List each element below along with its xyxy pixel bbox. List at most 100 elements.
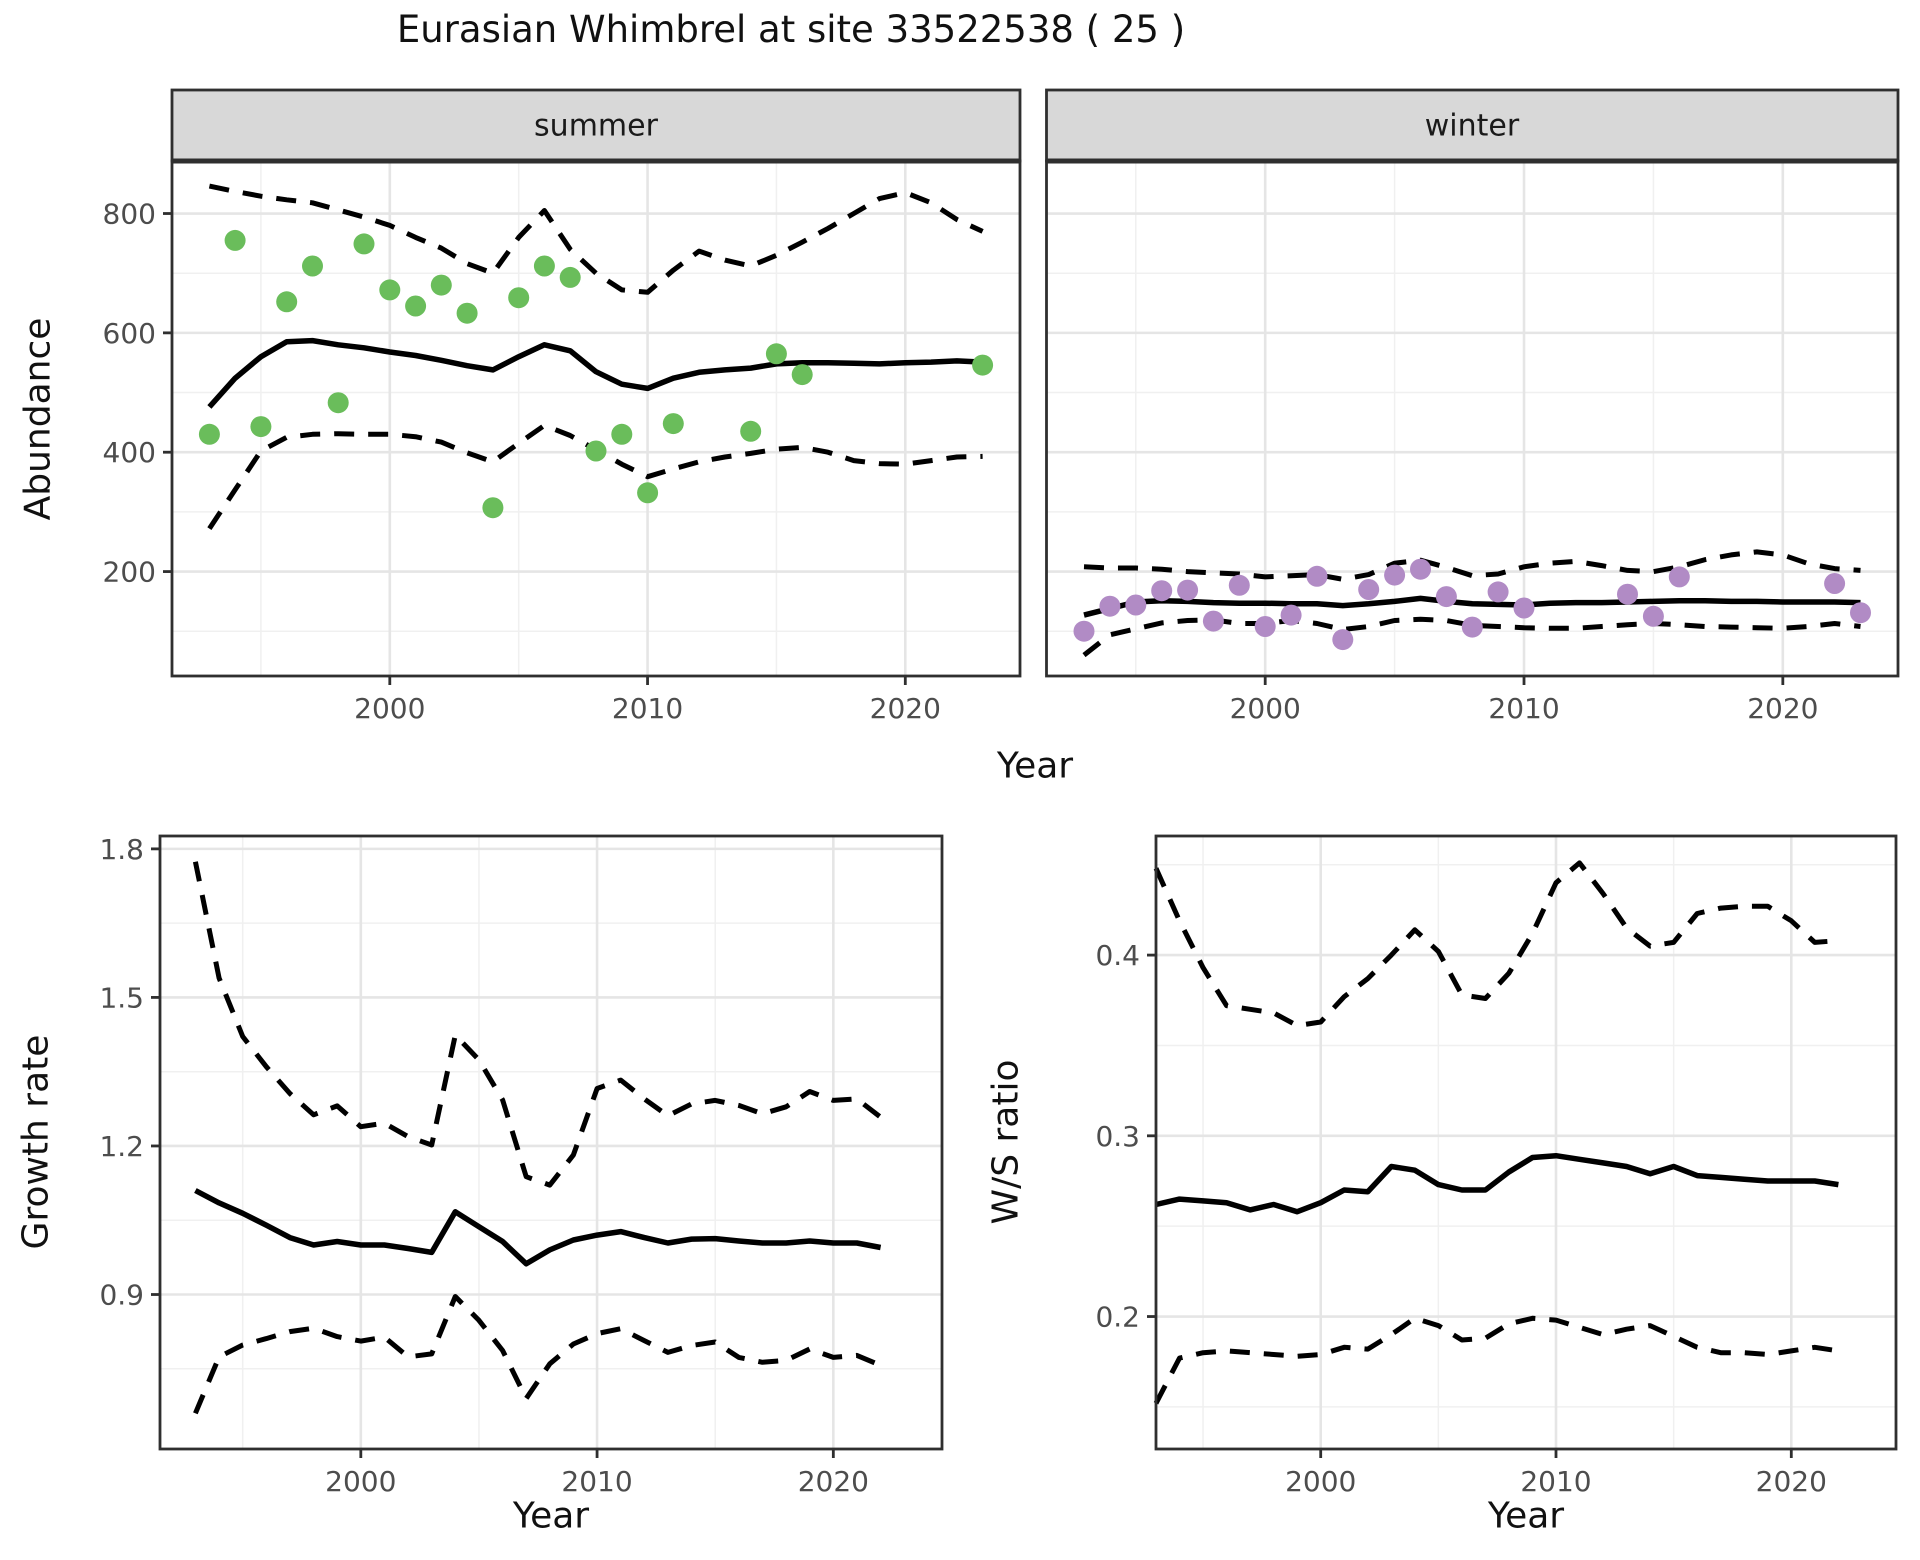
data-point xyxy=(791,364,813,386)
data-point xyxy=(508,287,530,309)
data-point xyxy=(1125,594,1147,616)
data-point xyxy=(1617,583,1638,605)
data-point xyxy=(637,482,659,504)
abundance-summer-observed-points xyxy=(198,229,994,519)
x-tick-label: 2000 xyxy=(325,1465,396,1498)
gridlines-abundance-winter xyxy=(1046,161,1898,676)
data-point xyxy=(1228,574,1250,596)
x-tick-label: 2020 xyxy=(1747,692,1818,725)
y-tick-label: 800 xyxy=(103,198,156,231)
panel-border-ws-ratio xyxy=(1154,834,1898,1451)
data-point xyxy=(430,274,452,296)
x-tick-label: 2010 xyxy=(1488,692,1559,725)
ws-ratio-ci_lower-line xyxy=(1153,1315,1839,1405)
facet-strip-label-summer: summer xyxy=(534,108,658,144)
x-axis-title-year-growth: Year xyxy=(512,1495,590,1537)
panel-abundance-winter: 2000 2010 2020 xyxy=(1045,88,1900,725)
panel-border-growth-rate xyxy=(158,834,944,1451)
data-point xyxy=(379,279,401,301)
data-point xyxy=(611,423,633,445)
abundance-winter-fit-line xyxy=(1083,595,1861,618)
x-tick-label: 2000 xyxy=(1285,1465,1356,1498)
data-point xyxy=(224,229,246,251)
data-point xyxy=(1306,565,1328,587)
x-tick-label: 2010 xyxy=(1520,1465,1591,1498)
data-point xyxy=(456,302,478,324)
data-point xyxy=(1642,605,1664,627)
data-point xyxy=(353,233,375,255)
facet-strip-summer xyxy=(170,88,1022,163)
panel-growth-rate: 2000 2010 2020 0.9 1.2 1.5 1.8 xyxy=(99,833,944,1498)
data-point xyxy=(327,392,349,414)
data-point xyxy=(1435,586,1457,608)
axis-ticks-abundance-summer: 2000 2010 2020 200 400 600 800 xyxy=(103,198,941,725)
data-point xyxy=(765,343,787,365)
data-point xyxy=(559,266,581,288)
y-tick-label: 0.3 xyxy=(1095,1120,1140,1153)
y-tick-label: 0.4 xyxy=(1095,939,1140,972)
y-axis-title-ws-ratio: W/S ratio xyxy=(985,1059,1027,1225)
gridlines-ws-ratio xyxy=(1156,836,1896,1449)
y-tick-label: 0.2 xyxy=(1095,1301,1140,1334)
x-tick-label: 2020 xyxy=(798,1465,869,1498)
y-tick-label: 600 xyxy=(103,317,156,350)
data-point xyxy=(1850,602,1871,624)
data-point xyxy=(972,354,994,376)
y-tick-label: 400 xyxy=(103,436,156,469)
abundance-winter-ci_upper-line xyxy=(1083,549,1861,582)
abundance-summer-ci_upper-line xyxy=(208,183,984,295)
y-tick-label: 200 xyxy=(103,556,156,589)
data-point xyxy=(1202,610,1224,632)
data-point xyxy=(1099,595,1121,617)
data-point xyxy=(276,291,298,313)
data-point xyxy=(1332,629,1354,651)
x-tick-label: 2010 xyxy=(612,692,683,725)
x-tick-label: 2020 xyxy=(1756,1465,1827,1498)
data-point xyxy=(1513,597,1535,619)
panel-abundance-summer: 2000 2010 2020 200 400 600 800 xyxy=(103,88,1022,725)
axis-ticks-ws-ratio: 2000 2010 2020 0.2 0.3 0.4 xyxy=(1095,939,1826,1498)
ws-ratio-fit-line xyxy=(1155,1152,1839,1215)
abundance-winter-observed-points xyxy=(1073,558,1871,651)
data-point xyxy=(533,255,555,277)
y-tick-label: 1.2 xyxy=(99,1130,144,1163)
ws-ratio-ci_upper-line xyxy=(1153,860,1839,1029)
data-point xyxy=(1358,579,1380,600)
data-point xyxy=(1824,573,1846,594)
data-point xyxy=(302,255,323,277)
gridlines-growth-rate xyxy=(160,836,942,1449)
data-point xyxy=(1151,580,1173,602)
data-point xyxy=(1384,564,1406,586)
data-point xyxy=(662,413,684,435)
data-point xyxy=(1461,616,1483,638)
data-point xyxy=(1073,620,1095,642)
x-tick-label: 2000 xyxy=(354,692,425,725)
data-point xyxy=(740,420,762,442)
growth-rate-ci_lower-line xyxy=(193,1294,882,1415)
data-point xyxy=(198,423,220,445)
x-tick-label: 2020 xyxy=(870,692,941,725)
axis-ticks-growth-rate: 2000 2010 2020 0.9 1.2 1.5 1.8 xyxy=(99,833,868,1498)
data-point xyxy=(1254,616,1276,637)
facet-strip-winter xyxy=(1045,88,1900,163)
y-tick-label: 1.8 xyxy=(99,833,144,866)
facet-strip-label-winter: winter xyxy=(1424,108,1520,144)
data-point xyxy=(405,295,427,317)
y-tick-label: 1.5 xyxy=(99,981,144,1014)
y-axis-title-abundance: Abundance xyxy=(17,317,59,521)
data-point xyxy=(585,440,607,462)
x-tick-label: 2000 xyxy=(1230,692,1301,725)
x-axis-title-year-top: Year xyxy=(996,745,1074,787)
data-point xyxy=(1410,558,1431,580)
data-point xyxy=(1668,566,1690,588)
data-point xyxy=(1280,604,1302,626)
abundance-summer-fit-line xyxy=(207,337,983,409)
growth-rate-fit-line xyxy=(194,1188,882,1267)
data-point xyxy=(1177,579,1199,601)
growth-rate-ci_upper-line xyxy=(192,861,883,1188)
data-point xyxy=(250,416,272,438)
data-point xyxy=(1487,581,1509,603)
axis-ticks-abundance-winter: 2000 2010 2020 xyxy=(1230,676,1818,725)
